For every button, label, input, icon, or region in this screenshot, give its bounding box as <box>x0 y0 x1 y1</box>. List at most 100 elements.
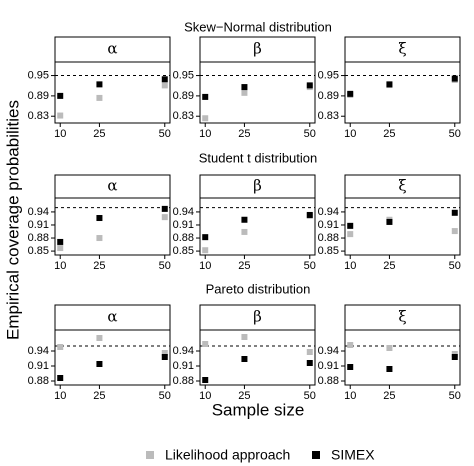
panel-title: ξ <box>398 308 406 326</box>
point <box>241 216 248 223</box>
point <box>451 209 458 216</box>
x-tick-label: 25 <box>238 260 250 272</box>
plot-frame <box>54 329 171 386</box>
y-tick-label: 0.88 <box>173 375 194 387</box>
panel-title: α <box>107 308 117 326</box>
y-tick-label: 0.83 <box>173 110 194 122</box>
legend-label: Likelihood approach <box>165 447 290 463</box>
strip <box>199 304 316 331</box>
plot-frame <box>199 197 316 256</box>
point <box>96 215 103 222</box>
y-axis-label: Empirical coverage probabilities <box>3 100 22 340</box>
y-tick-label: 0.91 <box>28 360 49 372</box>
y-tick-label: 0.91 <box>28 219 49 231</box>
x-tick-label: 50 <box>449 128 461 140</box>
y-tick-label: 0.94 <box>28 206 49 218</box>
plot-frame <box>199 329 316 386</box>
point <box>161 214 168 221</box>
row-title: Pareto distribution <box>206 281 311 296</box>
point <box>347 90 354 97</box>
point <box>202 234 209 241</box>
y-tick-label: 0.83 <box>28 110 49 122</box>
y-tick-label: 0.88 <box>28 375 49 387</box>
x-tick-label: 50 <box>304 260 316 272</box>
x-tick-label: 50 <box>304 390 316 402</box>
y-tick-label: 0.89 <box>28 90 49 102</box>
legend-swatch <box>146 451 154 459</box>
point <box>241 356 248 362</box>
point <box>202 377 209 383</box>
point <box>161 350 168 356</box>
y-tick-label: 0.85 <box>173 245 194 257</box>
x-tick-label: 25 <box>93 390 105 402</box>
x-tick-label: 25 <box>383 128 395 140</box>
panel-title: α <box>107 177 117 195</box>
point <box>306 360 313 366</box>
strip <box>54 304 171 331</box>
panel-title: β <box>253 40 262 58</box>
panel-title: β <box>253 177 262 195</box>
point <box>386 81 393 88</box>
point <box>96 335 103 341</box>
point <box>241 334 248 340</box>
y-tick-label: 0.95 <box>318 69 339 81</box>
y-tick-label: 0.85 <box>28 245 49 257</box>
point <box>57 238 64 245</box>
point <box>57 92 64 99</box>
row-title: Student t distribution <box>199 150 318 165</box>
point <box>451 75 458 82</box>
strip <box>344 304 461 331</box>
plot-frame <box>344 197 461 256</box>
x-tick-label: 50 <box>304 128 316 140</box>
strip <box>199 36 316 63</box>
legend-label: SIMEX <box>331 447 375 463</box>
plot-frame <box>344 329 461 386</box>
x-tick-label: 25 <box>238 390 250 402</box>
x-tick-label: 50 <box>159 390 171 402</box>
plot-frame <box>54 61 171 124</box>
point <box>451 228 458 235</box>
panel-title: ξ <box>398 177 406 195</box>
panel-title: β <box>253 308 262 326</box>
point <box>386 218 393 225</box>
y-tick-label: 0.88 <box>318 232 339 244</box>
point <box>306 349 313 355</box>
plot-frame <box>344 61 461 124</box>
y-tick-label: 0.94 <box>28 345 49 357</box>
y-tick-label: 0.91 <box>173 219 194 231</box>
point <box>347 364 354 370</box>
plot-frame <box>54 197 171 256</box>
row-title: Skew−Normal distribution <box>184 19 332 34</box>
y-tick-label: 0.94 <box>318 206 339 218</box>
x-axis-label: Sample size <box>212 400 305 419</box>
point <box>347 342 354 348</box>
point <box>202 247 209 254</box>
panel-title: α <box>107 40 117 58</box>
x-tick-label: 10 <box>199 260 211 272</box>
point <box>161 354 168 360</box>
x-tick-label: 10 <box>54 260 66 272</box>
point <box>96 235 103 242</box>
y-tick-label: 0.94 <box>318 345 339 357</box>
point <box>161 76 168 83</box>
y-tick-label: 0.85 <box>318 245 339 257</box>
y-tick-label: 0.94 <box>173 345 194 357</box>
point <box>96 81 103 88</box>
x-tick-label: 50 <box>159 128 171 140</box>
point <box>202 341 209 347</box>
point <box>161 82 168 89</box>
y-tick-label: 0.95 <box>173 69 194 81</box>
panel-title: ξ <box>398 40 406 58</box>
y-tick-label: 0.94 <box>173 206 194 218</box>
y-tick-label: 0.91 <box>318 219 339 231</box>
point <box>306 211 313 218</box>
point <box>57 245 64 252</box>
y-tick-label: 0.83 <box>318 110 339 122</box>
point <box>57 344 64 350</box>
point <box>241 89 248 96</box>
plot-frame <box>199 61 316 124</box>
x-tick-label: 25 <box>383 260 395 272</box>
y-tick-label: 0.88 <box>28 232 49 244</box>
point <box>241 84 248 91</box>
